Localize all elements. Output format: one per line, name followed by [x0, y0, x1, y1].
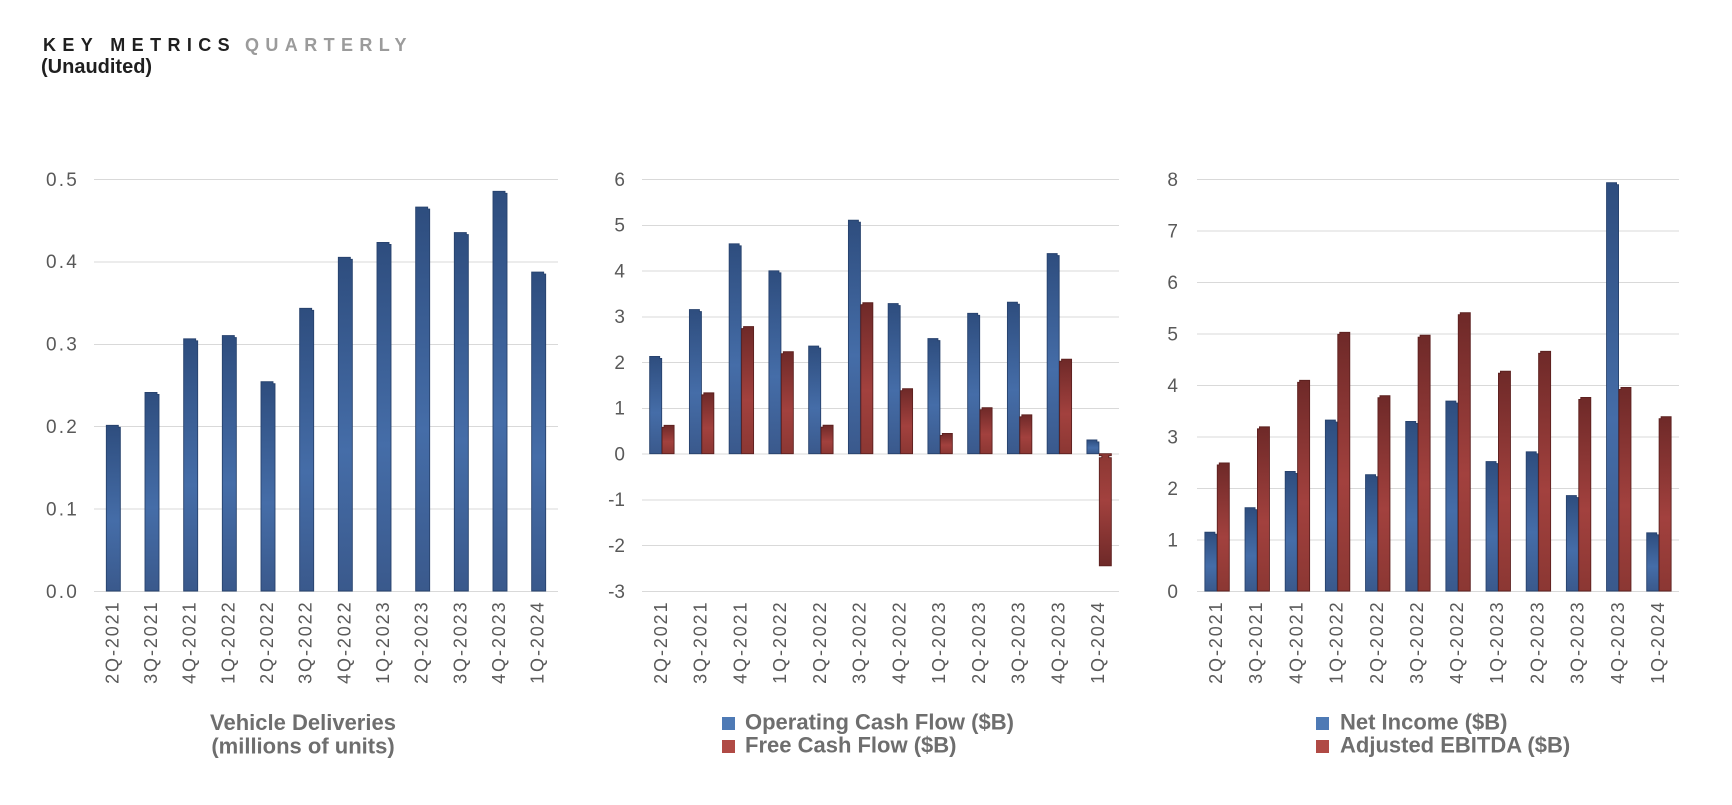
svg-text:Vehicle Deliveries: Vehicle Deliveries — [210, 710, 396, 735]
svg-text:(Unaudited): (Unaudited) — [41, 56, 152, 78]
svg-text:(millions of units): (millions of units) — [211, 734, 394, 759]
svg-text:0.4: 0.4 — [46, 252, 79, 273]
svg-text:QUARTERLY: QUARTERLY — [245, 35, 413, 55]
svg-text:0.2: 0.2 — [46, 417, 79, 438]
svg-text:2: 2 — [1167, 479, 1178, 500]
svg-text:4Q-2022: 4Q-2022 — [334, 601, 354, 684]
svg-text:1Q-2023: 1Q-2023 — [373, 601, 393, 684]
svg-text:0.1: 0.1 — [46, 499, 79, 520]
svg-text:Free Cash Flow ($B): Free Cash Flow ($B) — [745, 733, 956, 758]
svg-text:6: 6 — [1167, 273, 1178, 294]
svg-text:8: 8 — [1167, 170, 1178, 191]
svg-text:4Q-2022: 4Q-2022 — [1447, 601, 1467, 684]
svg-text:1Q-2022: 1Q-2022 — [1327, 601, 1347, 684]
svg-text:2Q-2021: 2Q-2021 — [1206, 601, 1226, 684]
svg-text:4Q-2021: 4Q-2021 — [730, 601, 750, 684]
svg-text:3Q-2021: 3Q-2021 — [1246, 601, 1266, 684]
svg-text:4Q-2023: 4Q-2023 — [1608, 601, 1628, 684]
svg-text:3Q-2021: 3Q-2021 — [141, 601, 161, 684]
svg-text:1Q-2024: 1Q-2024 — [528, 601, 548, 684]
svg-text:Adjusted EBITDA ($B): Adjusted EBITDA ($B) — [1340, 733, 1570, 758]
svg-text:4Q-2022: 4Q-2022 — [889, 601, 909, 684]
svg-text:-2: -2 — [608, 536, 625, 557]
svg-text:2Q-2023: 2Q-2023 — [969, 601, 989, 684]
svg-text:3Q-2022: 3Q-2022 — [1407, 601, 1427, 684]
svg-text:3: 3 — [1167, 427, 1178, 448]
svg-text:-3: -3 — [608, 582, 625, 603]
svg-text:4: 4 — [614, 261, 625, 282]
svg-text:3Q-2022: 3Q-2022 — [850, 601, 870, 684]
svg-text:0: 0 — [614, 445, 625, 466]
svg-text:-1: -1 — [608, 490, 625, 511]
svg-text:Net Income ($B): Net Income ($B) — [1340, 710, 1507, 735]
svg-text:2Q-2021: 2Q-2021 — [651, 601, 671, 684]
svg-text:2Q-2023: 2Q-2023 — [1527, 601, 1547, 684]
svg-text:2Q-2023: 2Q-2023 — [412, 601, 432, 684]
svg-text:4Q-2021: 4Q-2021 — [180, 601, 200, 684]
svg-text:1Q-2022: 1Q-2022 — [770, 601, 790, 684]
svg-text:3Q-2023: 3Q-2023 — [450, 601, 470, 684]
svg-text:5: 5 — [1167, 324, 1178, 345]
svg-text:0.3: 0.3 — [46, 335, 79, 356]
svg-text:0: 0 — [1167, 582, 1178, 603]
svg-text:3Q-2023: 3Q-2023 — [1009, 601, 1029, 684]
svg-text:5: 5 — [614, 216, 625, 237]
svg-text:2Q-2022: 2Q-2022 — [1367, 601, 1387, 684]
svg-text:4Q-2023: 4Q-2023 — [489, 601, 509, 684]
svg-text:4Q-2023: 4Q-2023 — [1048, 601, 1068, 684]
svg-text:2Q-2021: 2Q-2021 — [102, 601, 122, 684]
svg-text:3Q-2023: 3Q-2023 — [1568, 601, 1588, 684]
svg-text:1Q-2022: 1Q-2022 — [218, 601, 238, 684]
svg-text:1Q-2023: 1Q-2023 — [1487, 601, 1507, 684]
svg-text:1: 1 — [1167, 530, 1178, 551]
svg-text:1Q-2023: 1Q-2023 — [929, 601, 949, 684]
svg-text:1Q-2024: 1Q-2024 — [1648, 601, 1668, 684]
svg-text:2: 2 — [614, 353, 625, 374]
svg-text:7: 7 — [1167, 221, 1178, 242]
svg-text:4Q-2021: 4Q-2021 — [1286, 601, 1306, 684]
svg-text:4: 4 — [1167, 376, 1178, 397]
svg-text:1: 1 — [614, 399, 625, 420]
svg-text:6: 6 — [614, 170, 625, 191]
svg-text:0.5: 0.5 — [46, 170, 79, 191]
svg-text:3: 3 — [614, 307, 625, 328]
svg-text:3Q-2021: 3Q-2021 — [691, 601, 711, 684]
svg-text:Operating Cash Flow ($B): Operating Cash Flow ($B) — [745, 710, 1014, 735]
svg-text:1Q-2024: 1Q-2024 — [1088, 601, 1108, 684]
svg-text:KEY METRICS: KEY METRICS — [43, 35, 236, 55]
svg-text:0.0: 0.0 — [46, 582, 79, 603]
svg-text:2Q-2022: 2Q-2022 — [810, 601, 830, 684]
svg-text:3Q-2022: 3Q-2022 — [296, 601, 316, 684]
svg-text:2Q-2022: 2Q-2022 — [257, 601, 277, 684]
